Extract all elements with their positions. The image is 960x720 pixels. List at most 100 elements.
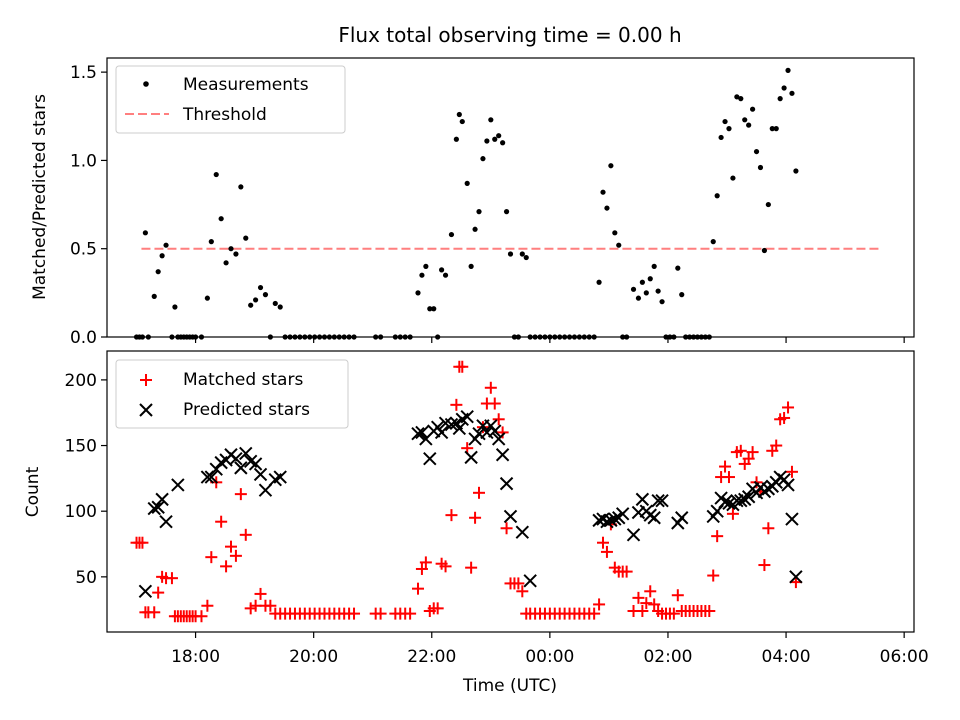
measurement-point — [453, 136, 459, 142]
legend-measurements-marker — [143, 81, 149, 87]
matched-star-point — [722, 471, 735, 484]
matched-star-point — [770, 439, 783, 452]
matched-star-point — [152, 586, 165, 599]
predicted-star-point — [495, 448, 510, 462]
measurement-point — [750, 106, 756, 112]
measurement-point — [248, 302, 254, 308]
matched-star-point — [411, 582, 424, 595]
predicted-star-point — [151, 500, 165, 514]
measurement-point — [746, 122, 752, 128]
x-tick-label: 20:00 — [289, 647, 338, 667]
measurement-point — [730, 175, 736, 181]
matched-star-point — [215, 515, 228, 528]
measurement-point — [655, 288, 661, 294]
matched-star-point — [671, 589, 684, 602]
measurement-point — [228, 246, 234, 252]
matched-star-point — [415, 562, 428, 575]
predicted-star-point — [155, 492, 169, 507]
measurement-point — [163, 242, 169, 248]
measurement-point — [726, 126, 732, 132]
measurement-point — [503, 209, 510, 215]
matched-star-point — [640, 597, 653, 610]
matched-star-point — [201, 599, 214, 612]
measurement-point — [630, 286, 637, 292]
measurement-point — [456, 111, 462, 118]
measurement-point — [218, 216, 224, 222]
predicted-star-point — [444, 417, 459, 432]
predicted-star-point — [138, 584, 153, 599]
bottom-y-ticks: 50 100 150 200 — [65, 371, 107, 588]
measurement-point — [492, 136, 498, 142]
measurement-point — [722, 118, 728, 125]
matched-star-point — [136, 536, 149, 549]
measurement-point — [172, 304, 178, 310]
bottom-legend-box — [115, 359, 349, 429]
x-tick-label: 22:00 — [407, 647, 456, 667]
predicted-star-point — [464, 450, 478, 465]
predicted-star-point — [159, 514, 173, 529]
measurement-point — [204, 295, 210, 301]
measurement-point — [468, 263, 474, 269]
measurement-point — [472, 226, 478, 232]
legend-matched-label: Matched stars — [183, 370, 303, 390]
predicted-star-point — [615, 507, 630, 521]
matched-star-point — [742, 452, 755, 465]
matched-star-point — [264, 599, 277, 612]
predicted-star-point — [523, 574, 537, 588]
measurement-point — [659, 299, 665, 305]
bottom-y-tick-label: 200 — [65, 371, 97, 391]
x-tick-label: 06:00 — [880, 647, 929, 667]
measurement-point — [714, 193, 720, 199]
predicted-star-point — [229, 451, 243, 466]
measurement-point — [262, 292, 269, 298]
matched-star-point — [512, 577, 525, 590]
measurement-point — [233, 251, 239, 257]
predicted-star-point — [253, 467, 268, 482]
matched-star-point — [148, 606, 161, 619]
chart-title: Flux total observing time = 0.00 h — [338, 23, 681, 47]
measurement-point — [679, 292, 685, 298]
matched-star-point — [469, 511, 482, 524]
x-tick-label: 02:00 — [643, 647, 692, 667]
measurement-point — [484, 138, 490, 144]
matched-star-point — [711, 530, 724, 543]
top-y-tick-label: 1.5 — [70, 63, 97, 83]
measurement-point — [596, 279, 602, 285]
measurement-point — [464, 180, 470, 186]
matched-star-point — [374, 607, 387, 620]
measurement-point — [734, 94, 740, 100]
matched-star-point — [597, 536, 610, 549]
matched-star-point — [782, 401, 795, 414]
matched-star-point — [239, 528, 252, 541]
measurement-point — [769, 126, 775, 132]
bottom-plot-area — [130, 360, 803, 623]
measurement-point — [761, 247, 768, 254]
matched-star-point — [450, 398, 463, 411]
measurement-point — [765, 201, 771, 208]
predicted-star-point — [460, 409, 474, 424]
legend-measurements-label: Measurements — [183, 75, 309, 95]
predicted-star-point — [635, 492, 650, 507]
measurement-point — [612, 230, 618, 236]
x-tick-label: 00:00 — [525, 647, 574, 667]
measurement-point — [773, 126, 779, 132]
measurement-point — [710, 239, 716, 245]
measurement-point — [753, 148, 760, 155]
measurement-point — [604, 205, 610, 211]
measurement-point — [616, 242, 622, 248]
predicted-star-point — [626, 528, 641, 542]
bottom-axes-frame — [106, 350, 915, 633]
predicted-star-point — [722, 496, 736, 511]
measurement-point — [523, 254, 529, 261]
measurement-point — [277, 304, 283, 310]
matched-star-point — [488, 397, 501, 410]
predicted-star-point — [789, 570, 803, 584]
legend-matched-marker — [140, 374, 152, 386]
measurement-point — [431, 306, 437, 312]
bottom-panel: Count Time (UTC) 50 100 150 200 18:00 20:00 2… — [23, 350, 929, 696]
measurement-point — [243, 235, 249, 241]
matched-star-point — [348, 607, 361, 620]
matched-star-point — [632, 591, 645, 604]
measurement-point — [643, 290, 649, 296]
measurement-point — [223, 260, 229, 266]
